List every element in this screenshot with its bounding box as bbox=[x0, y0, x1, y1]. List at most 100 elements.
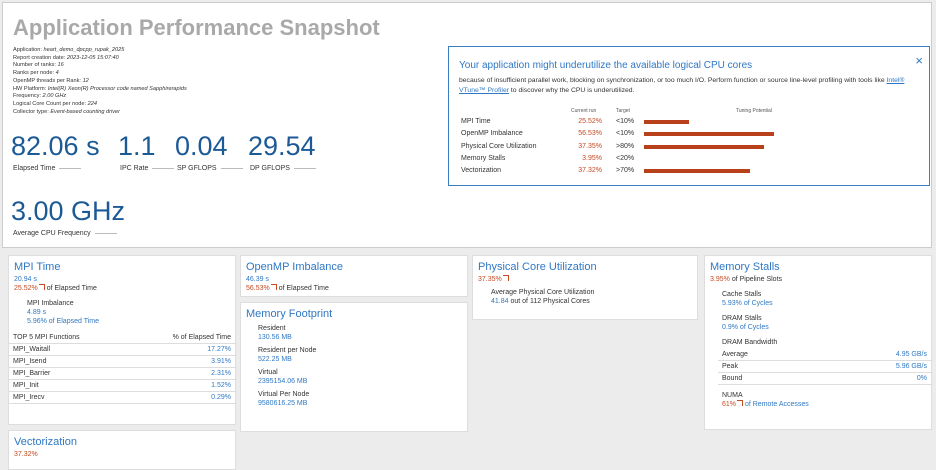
bandwidth-value: 5.96 GB/s bbox=[895, 363, 927, 370]
function-pct: 3.91% bbox=[211, 358, 231, 365]
table-header: TOP 5 MPI Functions bbox=[13, 334, 80, 341]
sub-title: DRAM Bandwidth bbox=[722, 339, 778, 346]
info-label: Ranks per node: bbox=[13, 70, 55, 77]
memory-stalls-card: Memory Stalls 3.95% of Pipeline Slots Ca… bbox=[704, 255, 932, 430]
info-row: Collector type: Event-based counting dri… bbox=[13, 109, 187, 117]
text: 5.96% of Elapsed Time bbox=[27, 318, 99, 325]
value: 61% bbox=[722, 401, 737, 408]
function-pct: 1.52% bbox=[211, 382, 231, 389]
function-name: MPI_Waitall bbox=[13, 346, 51, 353]
value: 41.84 bbox=[491, 298, 509, 305]
page-title: Application Performance Snapshot bbox=[13, 15, 380, 40]
info-value: 12 bbox=[82, 77, 89, 84]
page: Application Performance Snapshot Applica… bbox=[0, 0, 936, 456]
info-row: HW Platform: Intel(R) Xeon(R) Processor … bbox=[13, 86, 187, 94]
frequency-label: Average CPU Frequency bbox=[13, 230, 117, 237]
item-label: Virtual bbox=[258, 369, 278, 376]
column-header: Current run bbox=[571, 108, 597, 114]
value: 20.94 s bbox=[14, 276, 37, 283]
info-value: Event-based counting driver bbox=[50, 108, 120, 115]
metric-label: IPC Rate bbox=[120, 165, 174, 172]
info-value: 16 bbox=[57, 62, 64, 69]
text: because of insufficient parallel work, b… bbox=[459, 77, 887, 84]
info-value: 4 bbox=[55, 70, 59, 77]
info-row: OpenMP threads per Rank: 12 bbox=[13, 78, 187, 86]
table-row: MPI_Waitall 17.27% bbox=[9, 344, 235, 356]
value: 46.39 s bbox=[246, 276, 269, 283]
sub-title: MPI Imbalance bbox=[27, 300, 74, 307]
sub-title: NUMA bbox=[722, 392, 743, 399]
table-row: MPI_Barrier 2.31% bbox=[9, 368, 235, 380]
bandwidth-label: Average bbox=[722, 351, 748, 358]
info-label: Logical Core Count per node: bbox=[13, 100, 87, 107]
text: of Elapsed Time bbox=[278, 285, 329, 292]
link[interactable]: Intel® VTune™ Profiler bbox=[459, 77, 905, 94]
row-name: MPI Time bbox=[461, 118, 491, 125]
row-target: >70% bbox=[616, 167, 635, 175]
item-label: Resident per Node bbox=[258, 347, 317, 354]
metric-value: 29.54 bbox=[248, 131, 316, 161]
advice-popup: Your application might underutilize the … bbox=[448, 46, 930, 186]
value: 0.9% bbox=[722, 324, 738, 331]
function-name: MPI_Isend bbox=[13, 358, 47, 365]
row-target: <10% bbox=[616, 130, 635, 138]
info-row: Application: heart_demo_dpcpp_rupak_2025 bbox=[13, 47, 187, 55]
metric-label: Elapsed Time bbox=[13, 165, 81, 172]
row-current: 3.95% bbox=[582, 154, 602, 162]
text: out of 112 Physical Cores bbox=[510, 298, 590, 305]
item-value: 130.56 MB bbox=[258, 334, 292, 341]
value: 5.93% bbox=[722, 300, 742, 307]
bandwidth-label: Bound bbox=[722, 375, 743, 382]
frequency-value: 3.00 GHz bbox=[11, 196, 126, 226]
bandwidth-row: Average 4.95 GB/s bbox=[718, 349, 931, 361]
info-label: Number of ranks: bbox=[13, 62, 56, 69]
metric-value: 1.1 bbox=[118, 131, 156, 161]
info-list: Application: heart_demo_dpcpp_rupak_2025… bbox=[13, 47, 187, 116]
sub-title: Average Physical Core Utilization bbox=[491, 289, 595, 296]
table-row: MPI_Init 1.52% bbox=[9, 380, 235, 392]
popup-title: Your application might underutilize the … bbox=[459, 60, 753, 71]
pct: 56.53% bbox=[246, 285, 270, 292]
card-title: Memory Footprint bbox=[246, 308, 333, 320]
info-row: Report creation date: 2023-12-05 15:07:4… bbox=[13, 55, 187, 63]
text: of Cycles bbox=[739, 324, 769, 331]
info-label: HW Platform: bbox=[13, 85, 47, 92]
card-title: MPI Time bbox=[14, 261, 61, 273]
function-pct: 0.29% bbox=[211, 394, 231, 401]
item-value: 522.25 MB bbox=[258, 356, 292, 363]
info-row: Frequency: 2.00 GHz bbox=[13, 93, 187, 101]
function-name: MPI_Irecv bbox=[13, 394, 45, 401]
mpi-card: MPI Time 20.94 s 25.52% of Elapsed Time … bbox=[8, 255, 236, 425]
value: 4.89 s bbox=[27, 309, 47, 316]
info-value: heart_demo_dpcpp_rupak_2025 bbox=[43, 47, 125, 53]
info-label: Report creation date: bbox=[13, 54, 66, 61]
row-target: >80% bbox=[616, 142, 635, 150]
info-value: 224 bbox=[87, 100, 97, 107]
sub-title: DRAM Stalls bbox=[722, 315, 762, 322]
card-title: Memory Stalls bbox=[710, 261, 780, 273]
tuning-bar bbox=[644, 120, 689, 124]
row-target: <10% bbox=[616, 118, 635, 125]
text: of Remote Accesses bbox=[744, 401, 809, 408]
metric-value: 0.04 bbox=[175, 131, 228, 161]
column-header: Target bbox=[616, 108, 630, 114]
item-value: 9580616.25 MB bbox=[258, 400, 308, 407]
card-title: Vectorization bbox=[14, 436, 77, 448]
column-header: Tuning Potential bbox=[736, 108, 772, 114]
text: of Cycles bbox=[743, 300, 773, 307]
bandwidth-value: 0% bbox=[916, 375, 927, 382]
info-label: OpenMP threads per Rank: bbox=[13, 77, 81, 84]
close-button[interactable]: × bbox=[915, 53, 923, 68]
tuning-bar bbox=[644, 144, 764, 149]
info-row: Ranks per node: 4 bbox=[13, 70, 187, 78]
bandwidth-value: 4.95 GB/s bbox=[895, 351, 927, 358]
function-pct: 2.31% bbox=[211, 370, 231, 377]
function-pct: 17.27% bbox=[207, 346, 231, 353]
info-row: Number of ranks: 16 bbox=[13, 62, 187, 70]
openmp-card: OpenMP Imbalance 46.39 s 56.53% of Elaps… bbox=[240, 255, 468, 297]
item-label: Resident bbox=[258, 325, 286, 332]
metric-label: SP GFLOPS bbox=[177, 165, 243, 172]
pct: 3.95% bbox=[710, 276, 730, 283]
table-row: MPI_Isend 3.91% bbox=[9, 356, 235, 368]
bandwidth-row: Bound 0% bbox=[718, 373, 931, 385]
